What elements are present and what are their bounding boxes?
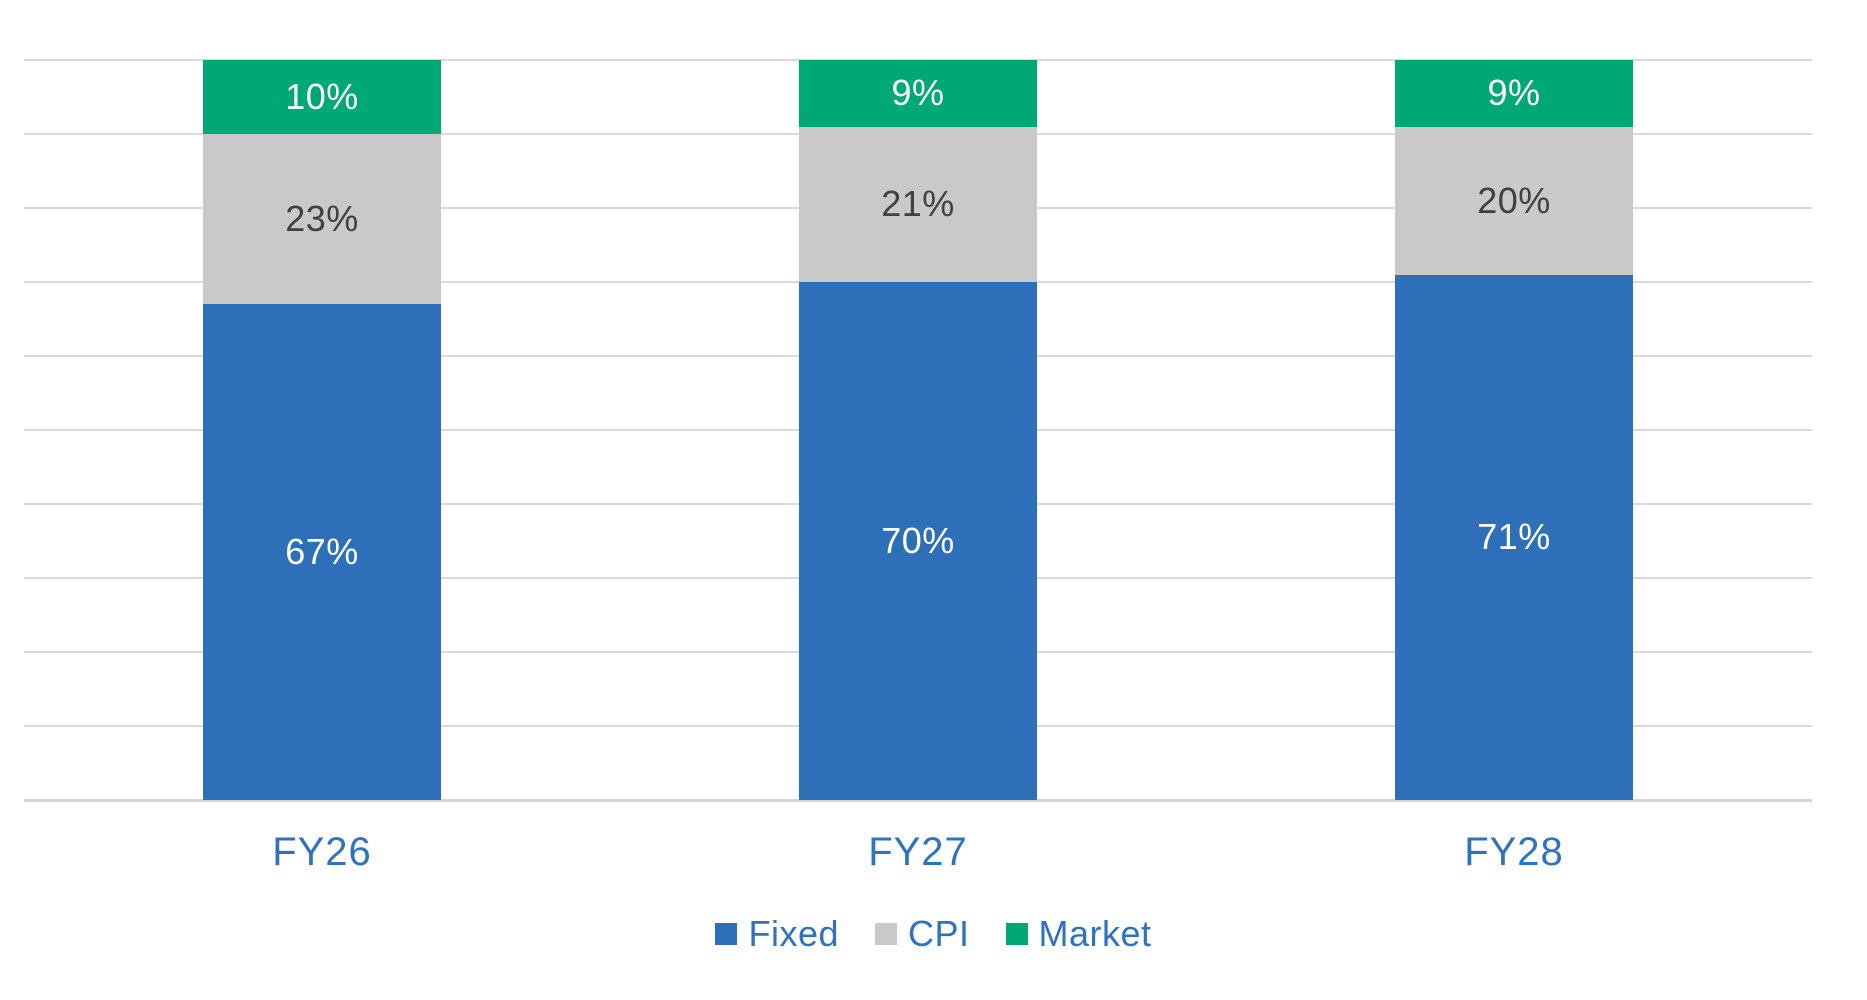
bar-fy28: 71% 20% 9%: [1394, 60, 1633, 800]
legend-swatch-market-icon: [1005, 923, 1028, 945]
segment-fixed-fy26: 67%: [202, 304, 441, 800]
segment-fixed-fy28: 71%: [1394, 274, 1633, 800]
legend-label-fixed: Fixed: [748, 913, 839, 954]
data-label-fixed-fy28: 71%: [1477, 516, 1551, 558]
bar-fy26: 67% 23% 10%: [202, 60, 441, 800]
segment-fixed-fy27: 70%: [798, 282, 1037, 800]
legend-label-market: Market: [1038, 913, 1152, 954]
data-label-market-fy26: 10%: [285, 76, 359, 118]
bars-layer: 67% 23% 10% 70% 21% 9% 71% 20% 9%: [24, 60, 1812, 800]
segment-cpi-fy26: 23%: [202, 134, 441, 305]
legend-swatch-cpi-icon: [874, 923, 897, 945]
legend-label-cpi: CPI: [907, 913, 970, 954]
legend: Fixed CPI Market: [0, 916, 1867, 952]
legend-item-fixed: Fixed: [715, 916, 839, 952]
segment-market-fy27: 9%: [798, 60, 1037, 127]
data-label-market-fy27: 9%: [891, 72, 945, 114]
segment-cpi-fy28: 20%: [1394, 126, 1633, 275]
x-axis-label-fy27: FY27: [868, 830, 968, 874]
data-label-fixed-fy27: 70%: [881, 520, 955, 561]
data-label-cpi-fy27: 21%: [881, 183, 955, 225]
legend-swatch-fixed-icon: [715, 923, 738, 945]
bar-column-fy28: 71% 20% 9%: [1216, 60, 1812, 800]
bar-column-fy26: 67% 23% 10%: [24, 60, 620, 800]
legend-item-cpi: CPI: [874, 913, 970, 954]
x-axis-label-fy26: FY26: [272, 830, 372, 874]
legend-item-market: Market: [1005, 913, 1152, 954]
x-axis-label-fy28: FY28: [1464, 830, 1564, 874]
data-label-cpi-fy26: 23%: [285, 198, 359, 240]
x-axis-labels: FY26 FY27 FY28: [24, 830, 1812, 874]
gridline: [24, 59, 1812, 61]
segment-market-fy26: 10%: [202, 60, 441, 135]
bar-column-fy27: 70% 21% 9%: [620, 60, 1216, 800]
data-label-market-fy28: 9%: [1487, 72, 1541, 114]
data-label-cpi-fy28: 20%: [1477, 179, 1551, 221]
segment-market-fy28: 9%: [1394, 60, 1633, 127]
segment-cpi-fy27: 21%: [798, 126, 1037, 282]
bar-fy27: 70% 21% 9%: [798, 60, 1037, 800]
data-label-fixed-fy26: 67%: [285, 531, 359, 573]
x-axis-baseline: [24, 799, 1812, 802]
plot-area: 67% 23% 10% 70% 21% 9% 71% 20% 9%: [24, 59, 1812, 802]
